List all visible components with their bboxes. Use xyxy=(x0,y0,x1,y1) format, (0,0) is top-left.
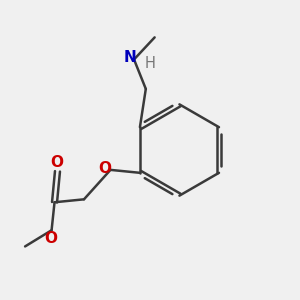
Text: O: O xyxy=(99,161,112,176)
Text: O: O xyxy=(44,231,57,246)
Text: N: N xyxy=(124,50,137,65)
Text: O: O xyxy=(50,155,63,170)
Text: H: H xyxy=(145,56,156,71)
